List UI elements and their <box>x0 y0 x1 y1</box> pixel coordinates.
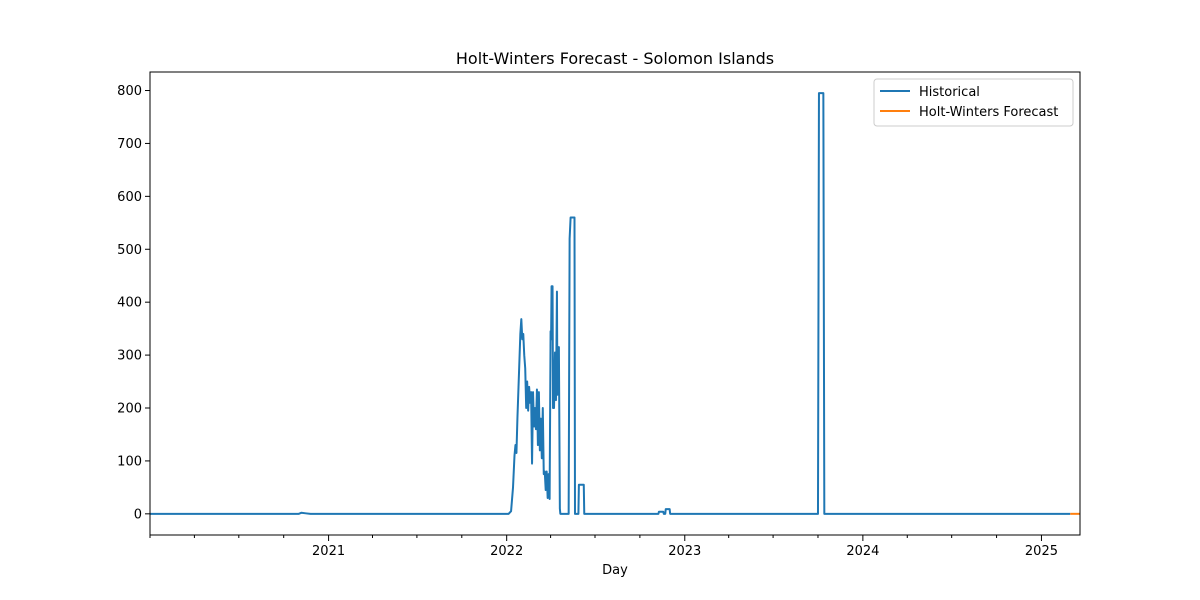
y-tick-label: 400 <box>117 296 142 311</box>
legend-box <box>873 78 1074 127</box>
legend: Historical Holt-Winters Forecast <box>873 78 1074 127</box>
y-tick-label: 600 <box>117 190 142 205</box>
x-tick-label: 2021 <box>312 544 345 559</box>
chart-title: Holt-Winters Forecast - Solomon Islands <box>456 49 774 68</box>
series-line-historical <box>150 92 1071 515</box>
y-tick-label: 800 <box>117 84 142 99</box>
y-tick-label: 100 <box>117 454 142 469</box>
legend-label: Holt-Winters Forecast <box>919 105 1058 120</box>
x-tick-label: 2022 <box>490 544 523 559</box>
y-tick-label: 300 <box>117 349 142 364</box>
y-tick-label: 0 <box>134 507 142 522</box>
y-tick-label: 500 <box>117 243 142 258</box>
x-axis-label: Day <box>602 563 628 578</box>
y-tick-label: 200 <box>117 402 142 417</box>
x-tick-label: 2024 <box>846 544 879 559</box>
plot-frame <box>149 71 1081 536</box>
x-axis: 2021 2022 2023 2024 2025 <box>149 535 1058 559</box>
x-tick-label: 2023 <box>668 544 701 559</box>
y-tick-label: 700 <box>117 137 142 152</box>
legend-label: Historical <box>919 85 980 100</box>
plot-area <box>149 71 1081 536</box>
y-axis: 0 100 200 300 400 500 600 700 800 <box>117 84 150 522</box>
x-tick-label: 2025 <box>1025 544 1058 559</box>
